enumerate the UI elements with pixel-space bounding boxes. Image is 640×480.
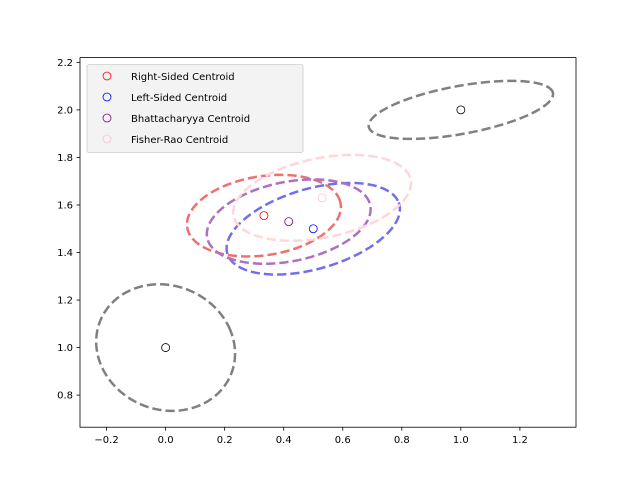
fisher-rao-centroid-point (317, 193, 327, 203)
y-axis: 0.8 1.0 1.2 1.4 1.6 1.8 2.0 2.2 (57, 58, 80, 402)
legend: Right-Sided Centroid Left-Sided Centroid B… (86, 64, 304, 153)
x-tick-label: 0.6 (335, 435, 351, 446)
x-tick-label: 0.0 (158, 435, 174, 446)
legend-marker-right-sided-centroid (102, 71, 112, 81)
legend-label-fisher-rao-centroid: Fisher-Rao Centroid (131, 135, 228, 146)
input-1-ellipse (94, 283, 237, 413)
y-tick-label: 1.2 (57, 296, 73, 307)
right-sided-centroid-ellipse (185, 173, 343, 258)
legend-marker-bhattacharyya-centroid (102, 113, 112, 123)
right-sided-centroid-point (259, 211, 269, 221)
legend-box (86, 64, 304, 153)
bhattacharyya-centroid-ellipse (205, 178, 372, 266)
x-tick-label: 1.2 (512, 435, 528, 446)
y-tick-label: 2.2 (57, 58, 73, 69)
x-tick-label: 0.4 (276, 435, 292, 446)
plot-area (94, 79, 555, 413)
y-tick-label: 2.0 (57, 105, 73, 116)
points-layer (161, 105, 466, 352)
legend-marker-left-sided-centroid (102, 92, 112, 102)
left-sided-centroid-ellipse (225, 181, 402, 276)
input-1-point (161, 343, 171, 352)
legend-marker-fisher-rao-centroid (102, 134, 112, 144)
left-sided-centroid-point (308, 224, 318, 234)
ellipses-layer (94, 79, 555, 413)
y-tick-label: 1.4 (57, 248, 73, 259)
bhattacharyya-centroid-point (284, 217, 294, 227)
input-2-point (456, 105, 466, 115)
input-2-ellipse (367, 79, 555, 141)
y-tick-label: 1.8 (57, 153, 73, 164)
x-tick-label: 1.0 (453, 435, 469, 446)
fisher-rao-centroid-ellipse (231, 153, 413, 243)
legend-entries: Right-Sided Centroid Left-Sided Centroid B… (102, 71, 250, 146)
legend-label-right-sided-centroid: Right-Sided Centroid (131, 72, 235, 83)
y-tick-label: 1.6 (57, 201, 73, 212)
legend-label-left-sided-centroid: Left-Sided Centroid (131, 93, 227, 104)
y-tick-label: 0.8 (57, 391, 73, 402)
y-tick-label: 1.0 (57, 343, 73, 354)
x-tick-label: 0.2 (217, 435, 233, 446)
x-tick-label: −0.2 (94, 435, 118, 446)
axes-frame (79, 57, 577, 428)
x-axis: −0.2 0.0 0.2 0.4 0.6 0.8 1.0 1.2 (94, 427, 528, 446)
legend-label-bhattacharyya-centroid: Bhattacharyya Centroid (131, 114, 250, 125)
x-tick-label: 0.8 (394, 435, 410, 446)
